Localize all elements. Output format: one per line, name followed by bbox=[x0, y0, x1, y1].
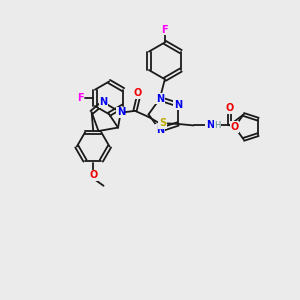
Text: N: N bbox=[100, 98, 108, 107]
Text: H: H bbox=[214, 121, 220, 130]
Text: O: O bbox=[225, 103, 233, 113]
Text: N: N bbox=[156, 94, 164, 104]
Text: O: O bbox=[89, 170, 97, 180]
Text: F: F bbox=[161, 25, 168, 34]
Text: S: S bbox=[159, 118, 166, 128]
Text: F: F bbox=[77, 93, 84, 103]
Text: N: N bbox=[156, 125, 164, 135]
Text: N: N bbox=[206, 120, 214, 130]
Text: O: O bbox=[134, 88, 142, 98]
Text: N: N bbox=[174, 100, 182, 110]
Text: N: N bbox=[117, 107, 125, 117]
Text: O: O bbox=[230, 122, 239, 132]
Text: N: N bbox=[117, 107, 125, 117]
